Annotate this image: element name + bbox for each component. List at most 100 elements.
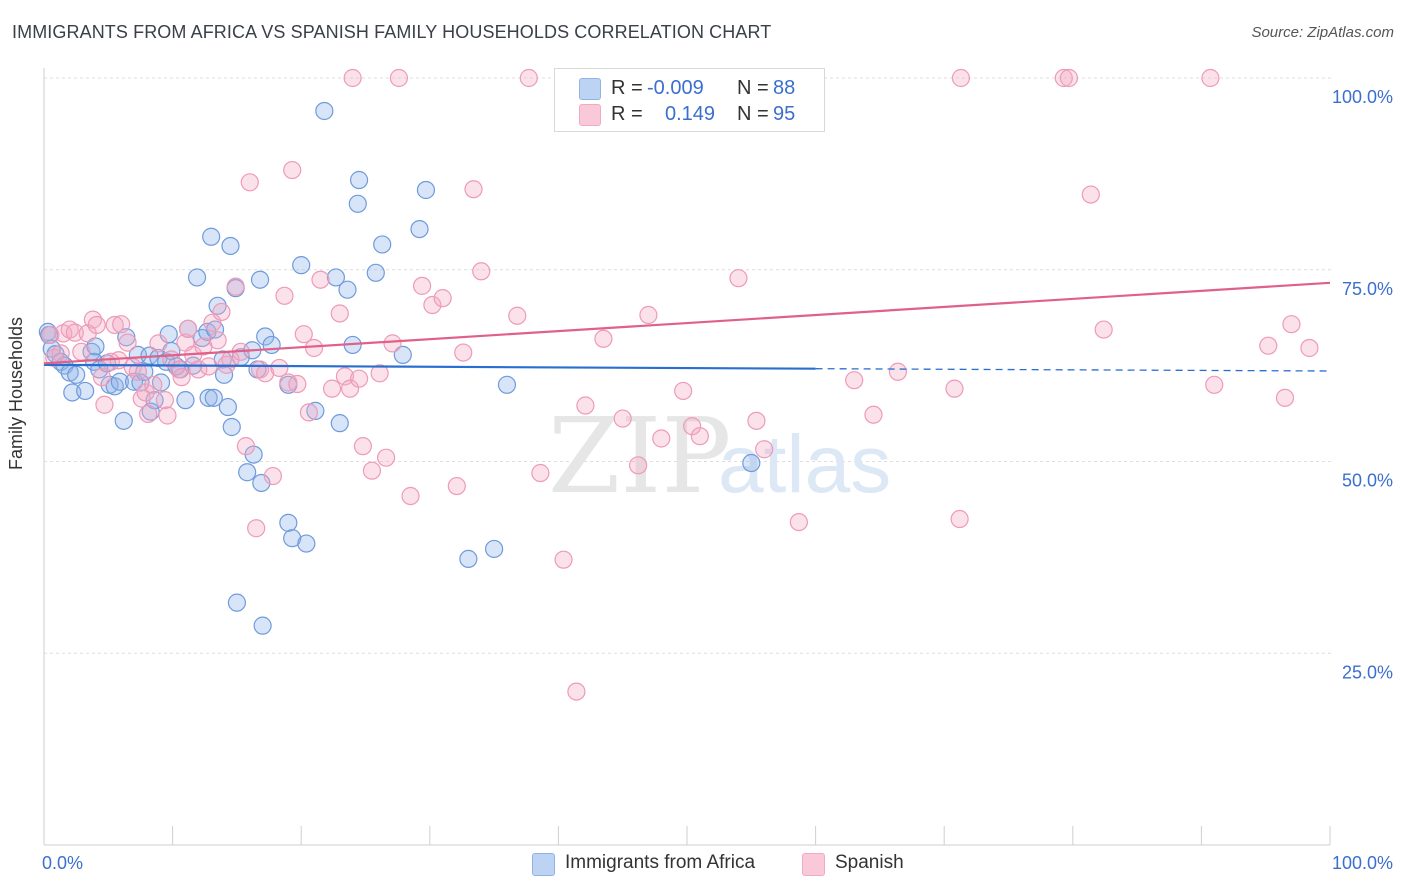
point-spanish [508,306,527,325]
trend-line-spanish [43,281,1331,365]
point-spanish [433,289,452,308]
point-spanish [1275,388,1295,407]
legend-swatch-africa [532,853,555,876]
point-africa [76,381,95,401]
point-africa [250,270,270,289]
point-spanish [311,270,330,289]
point-spanish [531,463,550,483]
point-spanish [864,405,883,424]
legend-r-value: -0.009 [647,77,704,99]
point-africa [349,170,369,190]
point-spanish [755,440,774,459]
point-spanish [343,68,362,88]
point-africa [348,194,367,213]
point-spanish [87,315,106,335]
point-spanish [447,476,466,496]
point-africa [330,414,349,433]
point-spanish [472,262,491,281]
tick-labels: 25.0% 50.0% 75.0% 100.0% 0.0% 100.0% [42,87,1393,873]
point-africa [202,227,221,246]
point-africa [366,263,385,282]
point-africa [373,235,392,254]
point-spanish [263,466,283,486]
correlation-legend: R = -0.009 N = 88 R = 0.149 N = 95 [554,68,825,132]
point-spanish [353,437,373,456]
x-tick-label: 0.0% [42,853,83,873]
point-spanish [383,334,402,353]
point-spanish [322,379,342,398]
point-spanish [340,379,360,398]
point-spanish [567,682,586,701]
point-spanish [240,173,259,192]
y-tick-label: 25.0% [1342,662,1393,682]
point-africa [306,401,325,420]
point-africa [338,280,357,299]
point-spanish [139,404,158,424]
point-africa [497,375,517,394]
point-africa [262,335,281,355]
point-spanish [51,344,70,363]
point-spanish [945,379,964,398]
point-spanish [270,358,289,378]
point-africa [252,473,271,493]
legend-n-value: 88 [773,77,796,99]
x-tick-label: 100.0% [1332,853,1393,873]
legend-label-africa: Immigrants from Africa [565,852,756,873]
point-spanish [92,368,111,387]
point-spanish [683,417,702,436]
y-tick-label: 75.0% [1342,279,1393,299]
point-spanish [845,371,864,390]
point-spanish [212,302,231,322]
point-spanish [208,331,227,350]
point-spanish [1081,185,1100,204]
axes [43,68,1331,846]
point-spanish [299,403,319,422]
point-spanish [389,68,409,88]
point-spanish [283,160,302,180]
point-spanish [376,448,396,467]
point-spanish [304,338,324,358]
point-spanish [576,396,595,415]
point-africa [218,397,237,417]
point-africa [227,593,246,612]
point-spanish [950,509,969,529]
point-spanish [690,427,709,446]
point-spanish [362,461,382,480]
source-label: Source: ZipAtlas.com [1251,24,1394,41]
point-spanish [729,269,748,288]
data-points [38,68,1319,701]
watermark-zip: ZIP [548,395,731,517]
legend-n-label: N = [737,77,769,99]
point-spanish [747,411,766,430]
point-africa [38,322,57,341]
point-africa [279,513,298,532]
point-spanish [226,277,245,296]
legend-r-value: 0.149 [665,103,716,125]
point-africa [199,388,218,407]
watermark-atlas: atlas [718,419,891,510]
point-spanish [155,391,174,410]
point-spanish [1201,68,1220,88]
point-africa [742,453,761,473]
point-africa [135,362,154,381]
point-spanish [1205,375,1224,394]
point-spanish [613,409,632,428]
point-spanish [629,456,648,475]
point-africa [416,180,436,200]
point-africa [459,549,478,569]
point-spanish [1300,338,1319,358]
point-spanish [288,374,307,394]
trend-line-africa-extrapolated [815,368,1331,372]
legend-swatch-spanish [579,104,601,126]
point-spanish [72,342,91,361]
point-spanish [247,519,266,538]
point-spanish [65,323,84,342]
legend-swatch-spanish [802,853,825,876]
point-spanish [294,325,313,344]
point-spanish [554,550,573,569]
point-spanish [112,315,131,334]
legend-n-value: 95 [773,103,796,125]
point-spanish [401,486,420,506]
legend-label-spanish: Spanish [835,852,904,873]
